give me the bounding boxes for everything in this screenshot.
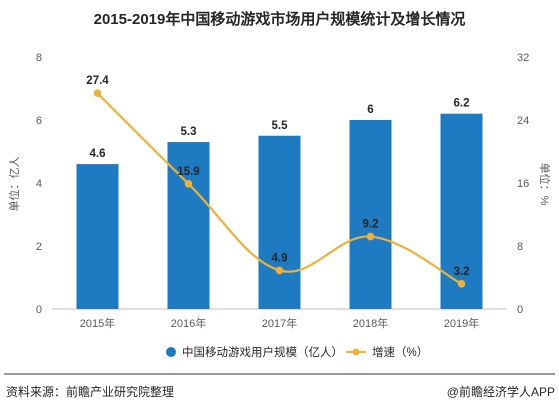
chart-title: 2015-2019年中国移动游戏市场用户规模统计及增长情况 <box>94 10 466 28</box>
growth-point <box>184 179 193 188</box>
bar <box>258 135 301 309</box>
growth-point <box>93 89 102 98</box>
bar-value-label: 6.2 <box>454 98 470 110</box>
bar-value-label: 6 <box>367 104 373 116</box>
growth-point <box>457 280 466 288</box>
y-left-tick-label: 6 <box>36 115 42 127</box>
line-series <box>93 89 466 288</box>
x-tick-label: 2015年 <box>80 316 115 330</box>
x-tick-label: 2019年 <box>444 316 479 330</box>
legend-bar-marker <box>166 347 176 357</box>
growth-value-label: 15.9 <box>177 166 199 178</box>
footer-brand: @前瞻经济学人APP <box>447 384 555 399</box>
bar-value-label: 5.3 <box>181 126 197 138</box>
growth-value-label: 27.4 <box>86 75 109 87</box>
x-tick-label: 2016年 <box>171 316 206 330</box>
bar-value-label: 5.5 <box>272 120 289 132</box>
footer-source: 资料来源：前瞻产业研究院整理 <box>6 384 174 399</box>
growth-value-label: 9.2 <box>363 219 379 231</box>
y-axis-right-label: 单位：% <box>538 163 552 206</box>
y-right-tick-label: 0 <box>517 304 523 316</box>
growth-value-label: 4.9 <box>272 252 288 264</box>
legend-line-label: 增速（%） <box>372 345 428 359</box>
y-right-tick-label: 8 <box>517 241 523 253</box>
y-right-tick-label: 24 <box>517 115 529 127</box>
y-left-tick-label: 0 <box>36 304 42 316</box>
y-left-tick-label: 4 <box>36 178 42 190</box>
y-left-tick-label: 2 <box>36 241 42 253</box>
x-tick-label: 2018年 <box>353 316 388 330</box>
legend: 中国移动游戏用户规模（亿人） 增速（%） <box>166 345 428 359</box>
growth-point <box>275 266 284 275</box>
y-right-tick-label: 32 <box>517 52 529 64</box>
y-right-tick-label: 16 <box>517 178 529 190</box>
growth-point <box>366 232 375 241</box>
data-labels: 4.6 5.3 5.5 6 6.2 27.4 15.9 4.9 9.2 3.2 <box>86 75 469 278</box>
x-tick-label: 2017年 <box>262 316 297 330</box>
bar-value-label: 4.6 <box>90 148 106 160</box>
y-axis-left-label: 单位：亿人 <box>7 157 21 212</box>
bar <box>440 113 483 309</box>
y-left-tick-label: 8 <box>36 52 42 64</box>
bar-series <box>76 113 483 309</box>
legend-bar-label: 中国移动游戏用户规模（亿人） <box>182 345 343 359</box>
bar <box>349 120 392 309</box>
growth-value-label: 3.2 <box>454 266 470 278</box>
legend-line-marker <box>352 348 360 356</box>
bar <box>76 164 119 309</box>
